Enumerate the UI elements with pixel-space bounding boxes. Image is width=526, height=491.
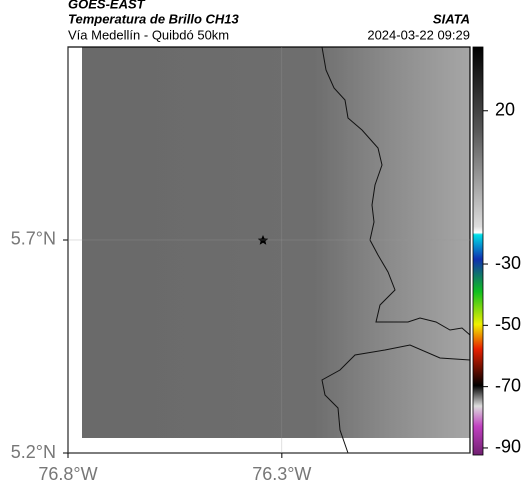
colorbar-tick-label: -30 (495, 253, 521, 273)
lat-tick-label: 5.7°N (11, 229, 56, 249)
lon-tick-label: 76.3°W (252, 464, 311, 484)
route: Vía Medellín - Quibdó 50km (68, 27, 229, 42)
product: Temperatura de Brillo CH13 (68, 11, 240, 26)
datetime: 2024-03-22 09:29 (367, 27, 470, 42)
colorbar (472, 46, 484, 456)
lat-tick-label: 5.2°N (11, 442, 56, 462)
colorbar-tick-label: 20 (495, 100, 515, 120)
border (321, 344, 471, 454)
colorbar-tick-label: -50 (495, 314, 521, 334)
lon-tick-label: 76.8°W (38, 464, 97, 484)
brightness-field (82, 47, 470, 438)
colorbar-tick-label: -90 (495, 437, 521, 457)
header: GOES-EAST Temperatura de Brillo CH13 Vía… (68, 0, 470, 42)
colorbar-tick-label: -70 (495, 375, 521, 395)
org: SIATA (433, 11, 470, 26)
satellite: GOES-EAST (68, 0, 146, 11)
map-area (67, 46, 471, 454)
